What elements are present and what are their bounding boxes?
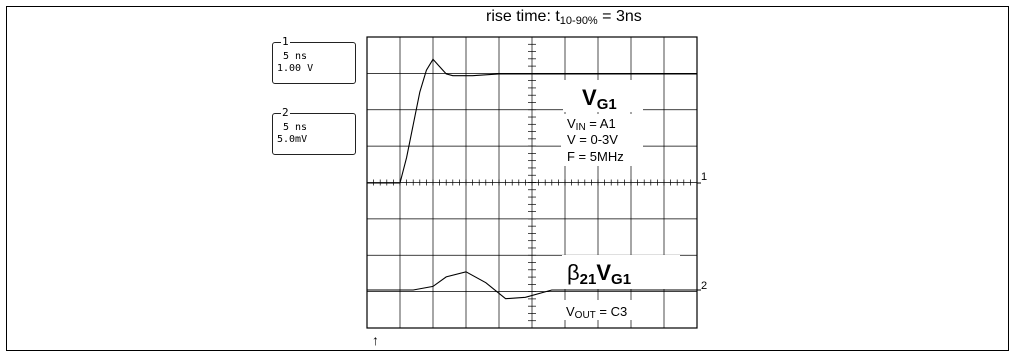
vg1-label-bg (563, 80, 643, 112)
figure-frame (6, 6, 1009, 351)
trace-vg1 (367, 58, 697, 184)
channel-2-number: 2 (281, 106, 290, 119)
beta-vg1-label: β21VG1 (567, 260, 631, 288)
params-label-bg (561, 114, 643, 166)
trigger-arrow-icon: ↑ (372, 332, 379, 348)
channel-1-level-marker: 1 (701, 171, 707, 183)
frequency-label: F = 5MHz (567, 149, 624, 164)
channel-1-settings: 1 5 ns 1.00 V (272, 36, 356, 84)
vg1-label: VG1 (582, 85, 617, 113)
channel-2-settings: 2 5 ns 5.0mV (272, 107, 356, 155)
rise-time-label: rise time: t10-90% = 3ns (486, 8, 642, 27)
vin-label: VIN = A1 (567, 116, 616, 133)
voltage-range-label: V = 0-3V (567, 132, 618, 147)
channel-1-timebase: 5 ns (283, 51, 308, 62)
beta-label-bg (562, 255, 680, 289)
channel-2-level-marker: 2 (701, 280, 707, 292)
channel-1-scale: 1.00 V (277, 63, 314, 74)
channel-2-timebase: 5 ns (283, 122, 308, 133)
channel-2-scale: 5.0mV (277, 134, 308, 145)
vout-label-bg (561, 300, 645, 320)
scope-traces (367, 58, 697, 300)
trace-beta-vg1 (367, 271, 697, 300)
vout-label: VOUT = C3 (566, 304, 627, 321)
channel-1-number: 1 (281, 35, 290, 48)
